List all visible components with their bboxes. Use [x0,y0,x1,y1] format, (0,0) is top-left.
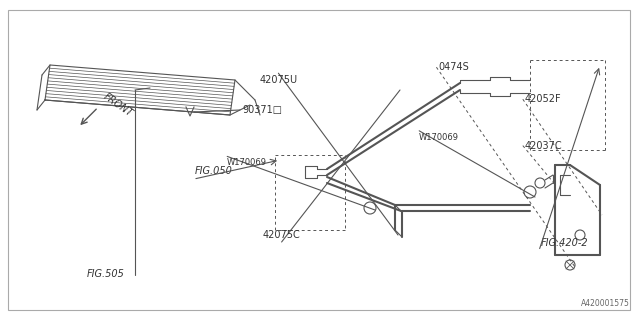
Text: A420001575: A420001575 [581,299,630,308]
Text: FIG.050: FIG.050 [195,166,233,176]
Text: 0474S: 0474S [438,62,469,72]
Text: 42037C: 42037C [525,140,563,151]
Text: FIG.505: FIG.505 [86,268,124,279]
Text: 42052F: 42052F [525,94,561,104]
Text: 90371□: 90371□ [242,105,282,115]
Text: W170069: W170069 [227,158,268,167]
Text: FIG.420-2: FIG.420-2 [541,238,588,248]
Text: 42075C: 42075C [263,230,300,240]
Text: FRONT: FRONT [101,92,134,119]
Text: 42075U: 42075U [259,75,298,85]
Text: W170069: W170069 [419,133,460,142]
